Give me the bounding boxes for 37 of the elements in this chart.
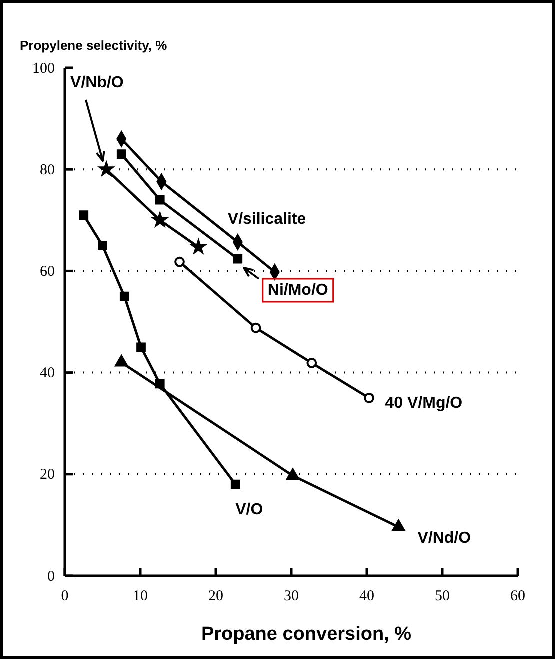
x-tick-label: 10 xyxy=(133,588,148,605)
point xyxy=(364,393,374,404)
x-tick-label: 60 xyxy=(510,588,526,605)
point xyxy=(250,322,262,334)
y-tick-label: 40 xyxy=(40,366,55,382)
x-axis-title: Propane conversion, % xyxy=(201,624,412,645)
point xyxy=(230,480,240,490)
x-tick-label: 0 xyxy=(61,588,69,605)
point xyxy=(190,238,207,254)
series-label: V/O xyxy=(236,502,264,519)
x-tick-label: 40 xyxy=(360,588,374,605)
point xyxy=(98,241,108,250)
point xyxy=(152,212,168,228)
y-axis-title: Propylene selectivity, % xyxy=(20,38,168,53)
x-tick-label: 20 xyxy=(208,588,224,605)
point xyxy=(174,256,185,268)
point xyxy=(306,358,318,368)
y-tick-label: 60 xyxy=(40,264,55,280)
y-tick-label: 0 xyxy=(48,568,55,585)
x-tick-label: 50 xyxy=(435,588,450,605)
point xyxy=(136,342,146,352)
point xyxy=(98,161,115,176)
point xyxy=(120,292,130,302)
series-label: Ni/Mo/O xyxy=(268,282,328,300)
point xyxy=(233,254,243,264)
point xyxy=(79,210,89,220)
point xyxy=(286,468,300,480)
y-tick-label: 80 xyxy=(40,162,55,178)
x-tick-label: 30 xyxy=(284,588,299,605)
y-tick-label: 20 xyxy=(40,467,55,484)
series-label: 40 V/Mg/O xyxy=(385,395,463,412)
y-tick-label: 100 xyxy=(32,60,55,77)
text: V/Nb/O xyxy=(70,74,124,92)
series-label: V/Nd/O xyxy=(418,530,472,548)
series-label: V/silicalite xyxy=(228,211,306,228)
point xyxy=(116,150,126,160)
point xyxy=(155,195,165,205)
